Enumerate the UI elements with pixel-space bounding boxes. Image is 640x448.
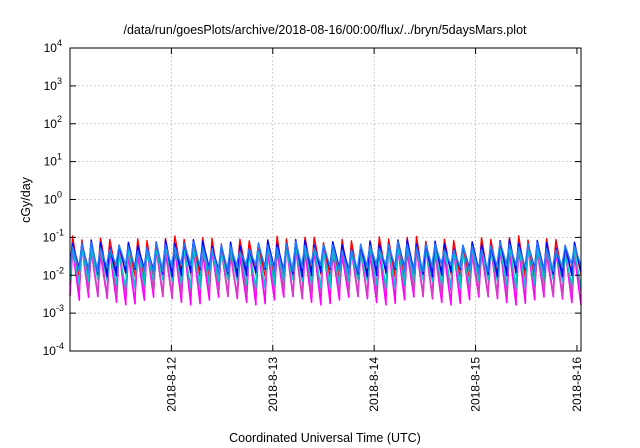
y-tick-label: 10-1 bbox=[43, 227, 64, 244]
series-layer bbox=[69, 235, 582, 306]
x-tick-label: 2018-8-12 bbox=[164, 357, 178, 412]
y-tick-labels: 104 103 102 101 100 10-1 10-2 10-3 10-4 bbox=[43, 38, 64, 358]
y-tick-label: 101 bbox=[44, 152, 62, 169]
y-tick-label: 104 bbox=[44, 38, 62, 55]
series-line bbox=[69, 243, 582, 289]
x-tick-label: 2018-8-16 bbox=[570, 357, 584, 412]
series-line bbox=[69, 240, 582, 274]
x-axis-label: Coordinated Universal Time (UTC) bbox=[229, 431, 421, 445]
x-tick-label: 2018-8-14 bbox=[367, 357, 381, 412]
y-tick-label: 10-4 bbox=[43, 341, 64, 358]
chart-title: /data/run/goesPlots/archive/2018-08-16/0… bbox=[123, 23, 527, 37]
x-tick-label: 2018-8-13 bbox=[266, 357, 280, 412]
x-tick-labels: 2018-8-12 2018-8-13 2018-8-14 2018-8-15 2018… bbox=[164, 357, 584, 412]
y-tick-label: 10-2 bbox=[43, 265, 64, 282]
y-tick-label: 100 bbox=[44, 190, 62, 207]
y-tick-label: 102 bbox=[44, 114, 62, 131]
x-tick-label: 2018-8-15 bbox=[469, 357, 483, 412]
axis-ticks bbox=[70, 47, 581, 352]
y-tick-label: 10-3 bbox=[43, 303, 64, 320]
y-tick-label: 103 bbox=[44, 76, 62, 93]
y-axis-label: cGy/day bbox=[19, 176, 33, 223]
grid-lines bbox=[70, 48, 581, 351]
